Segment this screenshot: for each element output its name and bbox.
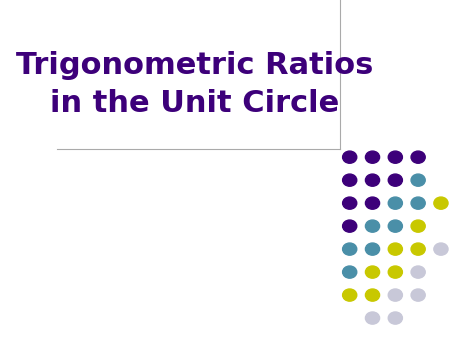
Circle shape (365, 266, 380, 278)
Circle shape (365, 174, 380, 186)
Circle shape (365, 312, 380, 324)
Circle shape (365, 220, 380, 232)
Circle shape (342, 151, 357, 163)
Circle shape (342, 174, 357, 186)
Circle shape (388, 243, 402, 255)
Circle shape (342, 266, 357, 278)
Circle shape (388, 312, 402, 324)
Circle shape (411, 174, 425, 186)
Text: Trigonometric Ratios
in the Unit Circle: Trigonometric Ratios in the Unit Circle (16, 51, 373, 118)
Circle shape (388, 197, 402, 209)
Circle shape (342, 289, 357, 301)
Circle shape (434, 243, 448, 255)
Circle shape (411, 243, 425, 255)
Circle shape (411, 151, 425, 163)
Circle shape (365, 197, 380, 209)
Circle shape (434, 197, 448, 209)
Circle shape (388, 174, 402, 186)
Circle shape (411, 220, 425, 232)
Circle shape (411, 266, 425, 278)
Circle shape (411, 289, 425, 301)
Circle shape (342, 197, 357, 209)
Circle shape (365, 151, 380, 163)
Circle shape (342, 220, 357, 232)
Circle shape (365, 289, 380, 301)
Circle shape (365, 243, 380, 255)
Circle shape (388, 289, 402, 301)
Circle shape (342, 243, 357, 255)
Circle shape (411, 197, 425, 209)
Circle shape (388, 220, 402, 232)
Circle shape (388, 266, 402, 278)
Circle shape (388, 151, 402, 163)
